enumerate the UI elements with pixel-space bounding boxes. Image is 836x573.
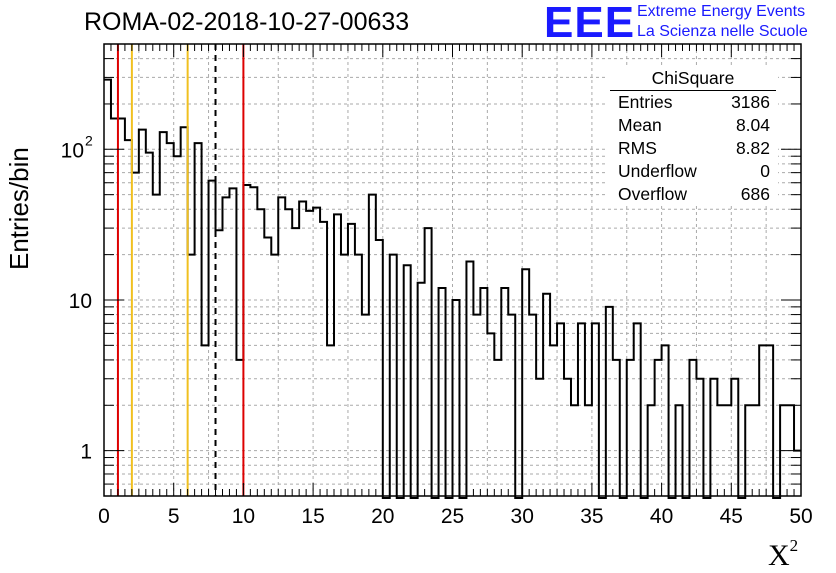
eee-logo: EEE [544, 0, 636, 47]
x-tick-label: 50 [789, 505, 812, 528]
stats-row: Entries 3186 [608, 91, 778, 114]
histogram-line [104, 78, 801, 499]
stats-row: Mean 8.04 [608, 114, 778, 137]
x-tick-label: 30 [511, 505, 534, 528]
x-tick-label: 35 [580, 505, 603, 528]
stats-label: RMS [618, 138, 657, 158]
stats-value: 3186 [731, 92, 770, 112]
y-tick-label-100: 10 [61, 139, 84, 162]
x-tick-label: 40 [650, 505, 673, 528]
stats-label: Underflow [618, 161, 697, 181]
stats-row: RMS 8.82 [608, 137, 778, 160]
stats-value: 8.04 [735, 115, 770, 135]
stats-label: Overflow [618, 184, 688, 204]
x-tick-label: 0 [98, 505, 110, 528]
x-axis-label: X2 [768, 536, 799, 572]
stats-row: Overflow 686 [608, 183, 778, 206]
x-tick-label: 15 [301, 505, 324, 528]
x-tick-label: 25 [441, 505, 464, 528]
stats-value: 0 [760, 161, 770, 181]
logo-line-1: Extreme Energy Events [637, 3, 806, 20]
stats-row: Underflow 0 [608, 160, 778, 183]
logo-line-2: La Scienza nelle Scuole [637, 23, 808, 40]
y-tick-label-1: 1 [80, 441, 92, 464]
stats-title: ChiSquare [610, 66, 776, 91]
x-tick-label: 10 [232, 505, 255, 528]
stats-value: 686 [740, 184, 770, 204]
x-tick-label: 5 [168, 505, 180, 528]
stats-label: Mean [618, 115, 662, 135]
y-tick-exponent: 2 [85, 132, 93, 148]
x-tick-label: 20 [371, 505, 394, 528]
stats-box: ChiSquare Entries 3186 Mean 8.04 RMS 8.82 Unde… [608, 66, 778, 206]
y-axis-label: Entries/bin [4, 147, 34, 270]
chart-title: ROMA-02-2018-10-27-00633 [84, 8, 410, 36]
stats-label: Entries [618, 92, 673, 112]
x-tick-label: 45 [720, 505, 743, 528]
y-tick-label-10: 10 [69, 290, 92, 313]
stats-value: 8.82 [735, 138, 770, 158]
